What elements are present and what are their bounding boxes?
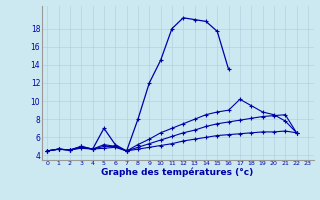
X-axis label: Graphe des températures (°c): Graphe des températures (°c) bbox=[101, 168, 254, 177]
